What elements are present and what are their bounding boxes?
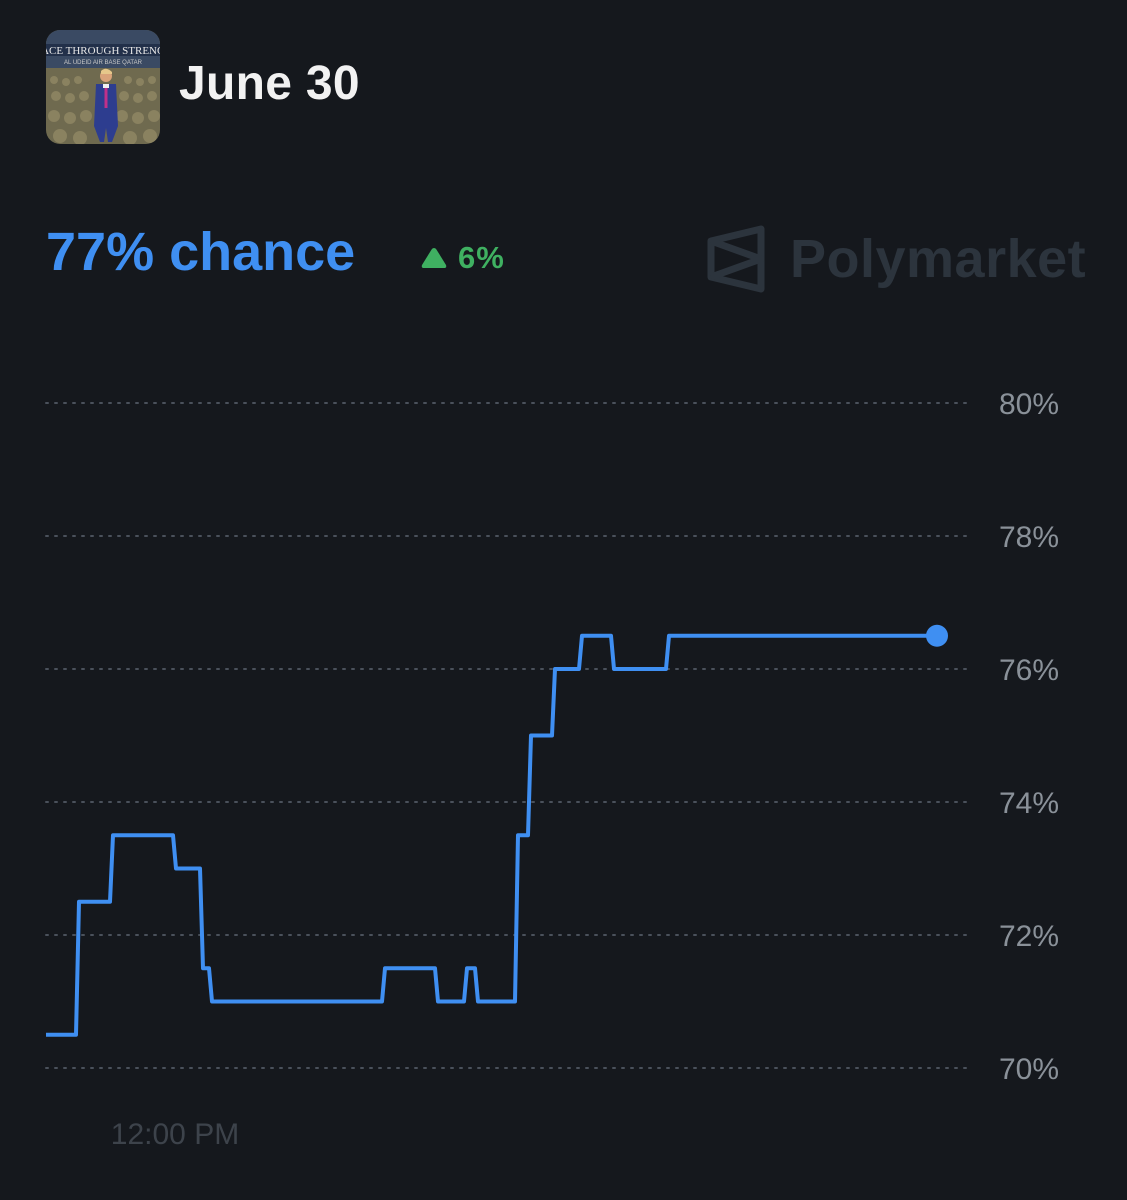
series-line	[46, 633, 937, 1037]
y-tick-label: 78%	[999, 521, 1059, 554]
market-thumbnail[interactable]: ACE THROUGH STRENG AL UDEID AIR BASE QAT…	[46, 30, 160, 144]
svg-text:AL UDEID AIR BASE QATAR: AL UDEID AIR BASE QATAR	[64, 60, 143, 66]
current-value-point	[926, 624, 948, 647]
y-tick-label: 70%	[999, 1053, 1059, 1086]
y-tick-label: 80%	[999, 388, 1059, 421]
polymarket-brand: Polymarket	[706, 224, 1086, 294]
chance-percentage: 77% chance	[46, 222, 356, 282]
y-tick-label: 76%	[999, 654, 1059, 687]
svg-text:ACE THROUGH STRENG: ACE THROUGH STRENG	[46, 45, 160, 57]
change-indicator: 6%	[420, 240, 505, 276]
polymarket-logo-icon	[707, 225, 765, 293]
y-tick-label: 72%	[999, 920, 1059, 953]
x-tick-label: 12:00 PM	[111, 1118, 239, 1151]
triangle-up-icon	[421, 248, 447, 268]
change-value: 6%	[458, 240, 505, 275]
y-tick-label: 74%	[999, 787, 1059, 820]
market-thumbnail-image: ACE THROUGH STRENG AL UDEID AIR BASE QAT…	[46, 30, 160, 144]
polymarket-wordmark: Polymarket	[790, 229, 1087, 289]
market-title: June 30	[179, 57, 360, 110]
